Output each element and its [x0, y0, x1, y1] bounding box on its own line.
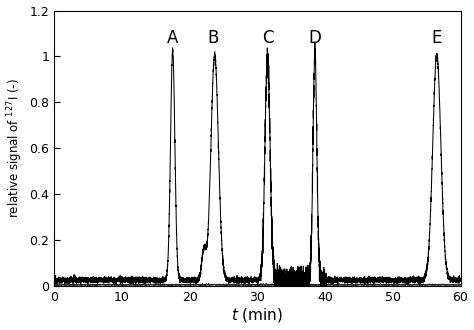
Text: D: D	[309, 29, 321, 47]
Text: E: E	[432, 29, 442, 47]
Text: B: B	[208, 29, 219, 47]
X-axis label: $t$ (min): $t$ (min)	[231, 307, 283, 324]
Text: A: A	[167, 29, 178, 47]
Y-axis label: relative signal of $^{127}$I (-): relative signal of $^{127}$I (-)	[6, 78, 25, 218]
Text: C: C	[262, 29, 273, 47]
